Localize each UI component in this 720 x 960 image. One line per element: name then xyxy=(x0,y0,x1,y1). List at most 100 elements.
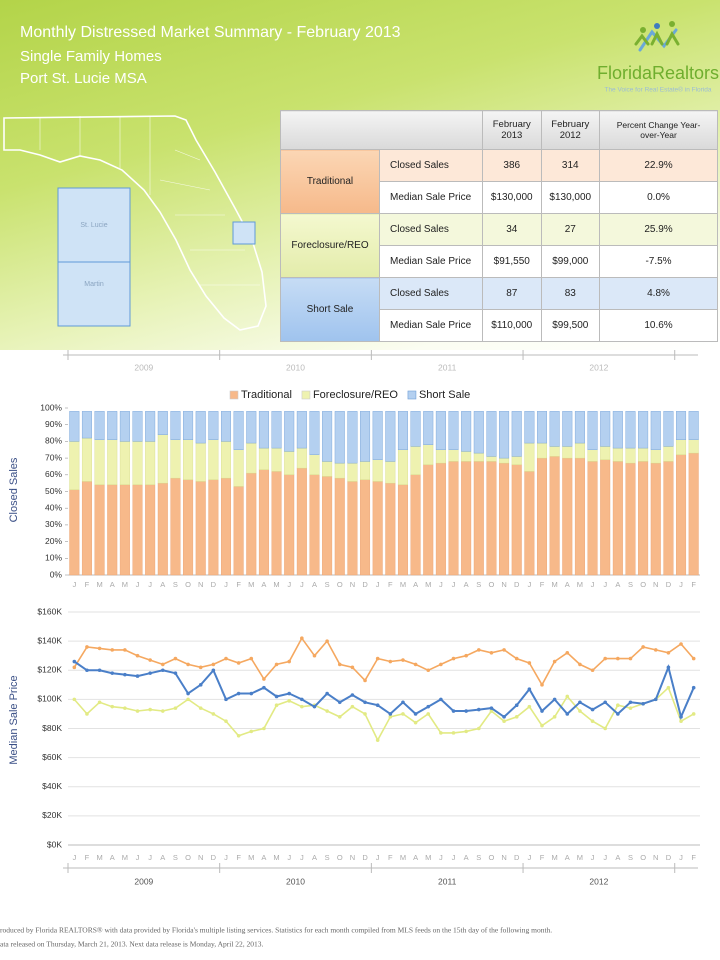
x-tick-label: F xyxy=(388,853,393,862)
x-tick-label: M xyxy=(425,853,431,862)
x-tick-label: D xyxy=(211,580,217,589)
bar-segment xyxy=(600,446,611,460)
x-tick-label: M xyxy=(577,853,583,862)
bar-segment xyxy=(183,439,194,481)
point xyxy=(603,656,607,661)
point xyxy=(161,662,165,667)
point xyxy=(110,704,115,709)
point xyxy=(426,712,431,716)
bar-segment xyxy=(119,441,130,486)
x-tick-label: A xyxy=(464,580,469,589)
bar-segment xyxy=(638,411,649,449)
x-tick-label: M xyxy=(425,580,431,589)
bar-segment xyxy=(650,449,661,464)
point xyxy=(262,726,266,731)
point xyxy=(527,704,532,709)
point xyxy=(552,659,557,664)
y-tick-label: 80% xyxy=(45,436,62,446)
x-tick-label: J xyxy=(603,853,607,862)
bar-segment xyxy=(650,462,661,576)
header-cell xyxy=(280,110,483,150)
x-tick-label: D xyxy=(666,580,672,589)
bar-segment xyxy=(258,447,269,470)
table-cell: 10.6% xyxy=(599,309,718,342)
point xyxy=(287,691,292,696)
column-header: Percent Change Year-over-Year xyxy=(599,110,718,150)
bar-segment xyxy=(536,411,548,444)
y-tick-label: 30% xyxy=(45,519,62,529)
point xyxy=(616,656,620,661)
point xyxy=(691,712,696,716)
x-tick-label: S xyxy=(476,853,481,862)
point xyxy=(312,653,317,658)
x-tick-label: F xyxy=(85,580,90,589)
bar-segment xyxy=(360,411,371,462)
bar-segment xyxy=(271,471,282,576)
bar-segment xyxy=(309,474,320,576)
bar-segment xyxy=(688,452,699,576)
series-line xyxy=(73,636,695,687)
bar-segment xyxy=(473,461,484,576)
bar-segment xyxy=(600,411,611,447)
x-tick-label: O xyxy=(185,580,191,589)
y-tick-label: $60K xyxy=(42,752,62,762)
county-st-lucie xyxy=(57,187,131,263)
bar-segment xyxy=(549,411,560,447)
point xyxy=(300,636,304,641)
x-tick-label: A xyxy=(110,580,115,589)
bar-segment xyxy=(612,447,623,462)
point xyxy=(198,665,203,670)
group-cell: Foreclosure/REO xyxy=(280,213,380,278)
point xyxy=(363,712,367,716)
bar-segment xyxy=(208,439,219,481)
bar-segment xyxy=(397,449,408,486)
bar-segment xyxy=(233,449,244,487)
point xyxy=(590,707,595,712)
point xyxy=(123,672,127,677)
x-tick-label: O xyxy=(185,853,191,862)
header-row: February 2013 February 2012 Percent Change… xyxy=(280,110,718,150)
bar-segment xyxy=(663,446,674,462)
title: Monthly Distressed Market Summary - Febr… xyxy=(20,24,401,41)
bar-segment xyxy=(258,411,269,449)
bar-segment xyxy=(284,411,295,452)
point xyxy=(388,712,393,716)
point xyxy=(325,639,329,643)
bar-segment xyxy=(183,411,194,440)
column-header: February 2013 xyxy=(482,110,542,150)
bar-segment xyxy=(220,441,232,479)
point xyxy=(552,715,557,719)
x-tick-label: A xyxy=(160,580,165,589)
point xyxy=(679,719,683,724)
bar-segment xyxy=(322,476,333,576)
x-tick-label: J xyxy=(439,853,443,862)
point xyxy=(350,693,355,697)
bar-segment xyxy=(360,479,371,576)
bar-segment xyxy=(562,411,573,447)
column-header: February 2012 xyxy=(540,110,601,150)
bar-segment xyxy=(296,467,307,576)
bar-segment xyxy=(397,411,408,450)
bar-segment xyxy=(461,451,472,462)
county-label: St. Lucie xyxy=(80,222,107,229)
point xyxy=(540,683,544,687)
point xyxy=(388,715,393,719)
bar-segment xyxy=(435,411,446,450)
point xyxy=(401,700,405,705)
x-tick-label: O xyxy=(640,580,646,589)
y-tick-label: 90% xyxy=(45,419,62,429)
bar-segment xyxy=(385,411,396,462)
bar-segment xyxy=(663,461,674,576)
x-tick-label: J xyxy=(148,853,152,862)
point xyxy=(565,694,570,699)
bar-segment xyxy=(132,411,143,442)
x-tick-label: A xyxy=(261,580,266,589)
x-tick-label: J xyxy=(136,853,140,862)
point xyxy=(262,677,266,681)
x-tick-label: N xyxy=(350,580,355,589)
point xyxy=(161,668,165,673)
bar-segment xyxy=(499,457,510,464)
x-tick-label: A xyxy=(312,580,317,589)
x-tick-label: F xyxy=(540,580,545,589)
table-cell: 27 xyxy=(540,213,601,246)
